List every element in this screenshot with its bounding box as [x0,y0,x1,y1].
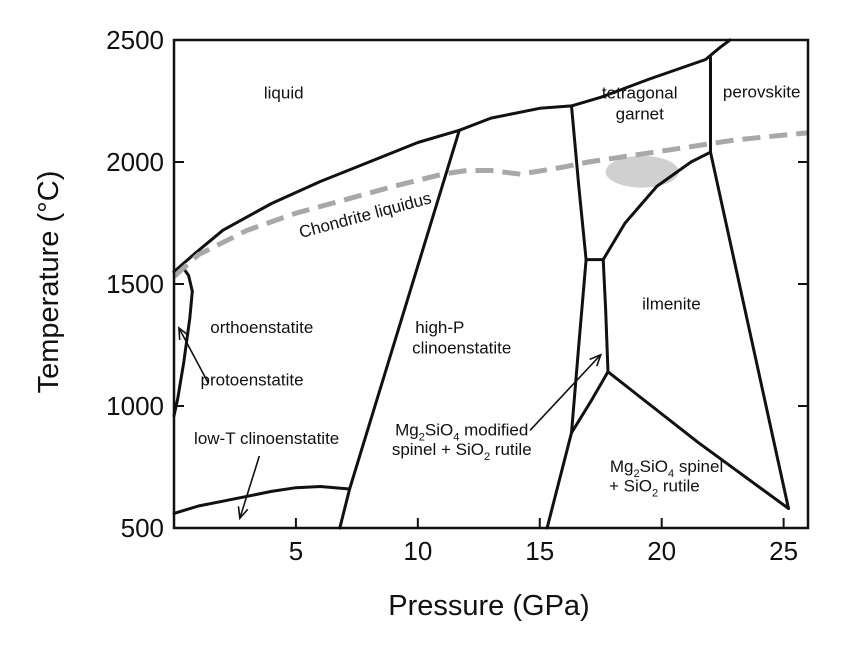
boundary-perovskite-ilmenite [709,55,790,510]
series-chondrite-liquidus [172,130,809,279]
x-tick-label: 25 [769,536,798,566]
label-modified-spinel-line2: spinel + SiO2 rutile [392,440,532,463]
boundary-ortho-highP [338,128,461,530]
label-ilmenite: ilmenite [642,295,701,314]
boundary-highP-garnet [570,104,588,262]
boundary-proto-ortho-upper [172,265,194,293]
x-tick-label: 5 [289,536,303,566]
label-garnet: garnet [616,104,664,123]
boundary-spinel-highP [545,431,573,530]
boundary-modified-spinel-ilmenite [601,258,610,374]
y-tick-label: 2500 [106,25,164,55]
label-modified-spinel-line1: Mg2SiO4 modified [395,420,528,443]
label-spinel-line2: + SiO2 rutile [609,476,700,499]
label-tetragonal: tetragonal [602,84,678,103]
label-spinel-line1: Mg2SiO4 spinel [610,457,723,480]
y-tick-label: 500 [121,513,164,543]
boundary-highP-modified-spinel [570,258,588,435]
y-tick-label: 1500 [106,269,164,299]
label-orthoenstatite: orthoenstatite [210,318,313,337]
x-tick-label: 15 [525,536,554,566]
lowT-arrow [239,455,261,519]
boundary-liquidus [172,38,732,274]
label-clinoenstatite: clinoenstatite [412,339,511,358]
protoenstatite-arrow [178,327,209,384]
boundary-proto-ortho-lower [172,289,194,418]
boundary-garnet-ilmenite [601,150,712,262]
label-chondrite-liquidus: Chondrite liquidus [297,188,433,242]
x-tick-label: 20 [647,536,676,566]
protoenstatite-arrow-head [177,326,189,340]
modified-spinel-arrow-head [589,353,603,367]
boundary-ilmenite-spinel [606,370,790,510]
x-axis-title: Pressure (GPa) [388,590,589,622]
label-high-p: high-P [415,318,464,337]
shaded-region [605,155,679,188]
y-tick-label: 2000 [106,147,164,177]
modified-spinel-arrow [529,354,602,431]
boundary-modified-spinel-spinel [570,370,610,435]
y-tick-label: 1000 [106,391,164,421]
x-tick-label: 10 [403,536,432,566]
label-liquid: liquid [264,84,304,103]
boundary-lowT-clino [172,485,352,515]
label-low-t-clinoenstatite: low-T clinoenstatite [194,429,339,448]
label-protoenstatite: protoenstatite [201,370,304,389]
lowT-arrow-head [237,506,249,521]
label-perovskite: perovskite [723,82,800,101]
y-axis-title: Temperature (°C) [33,171,65,394]
